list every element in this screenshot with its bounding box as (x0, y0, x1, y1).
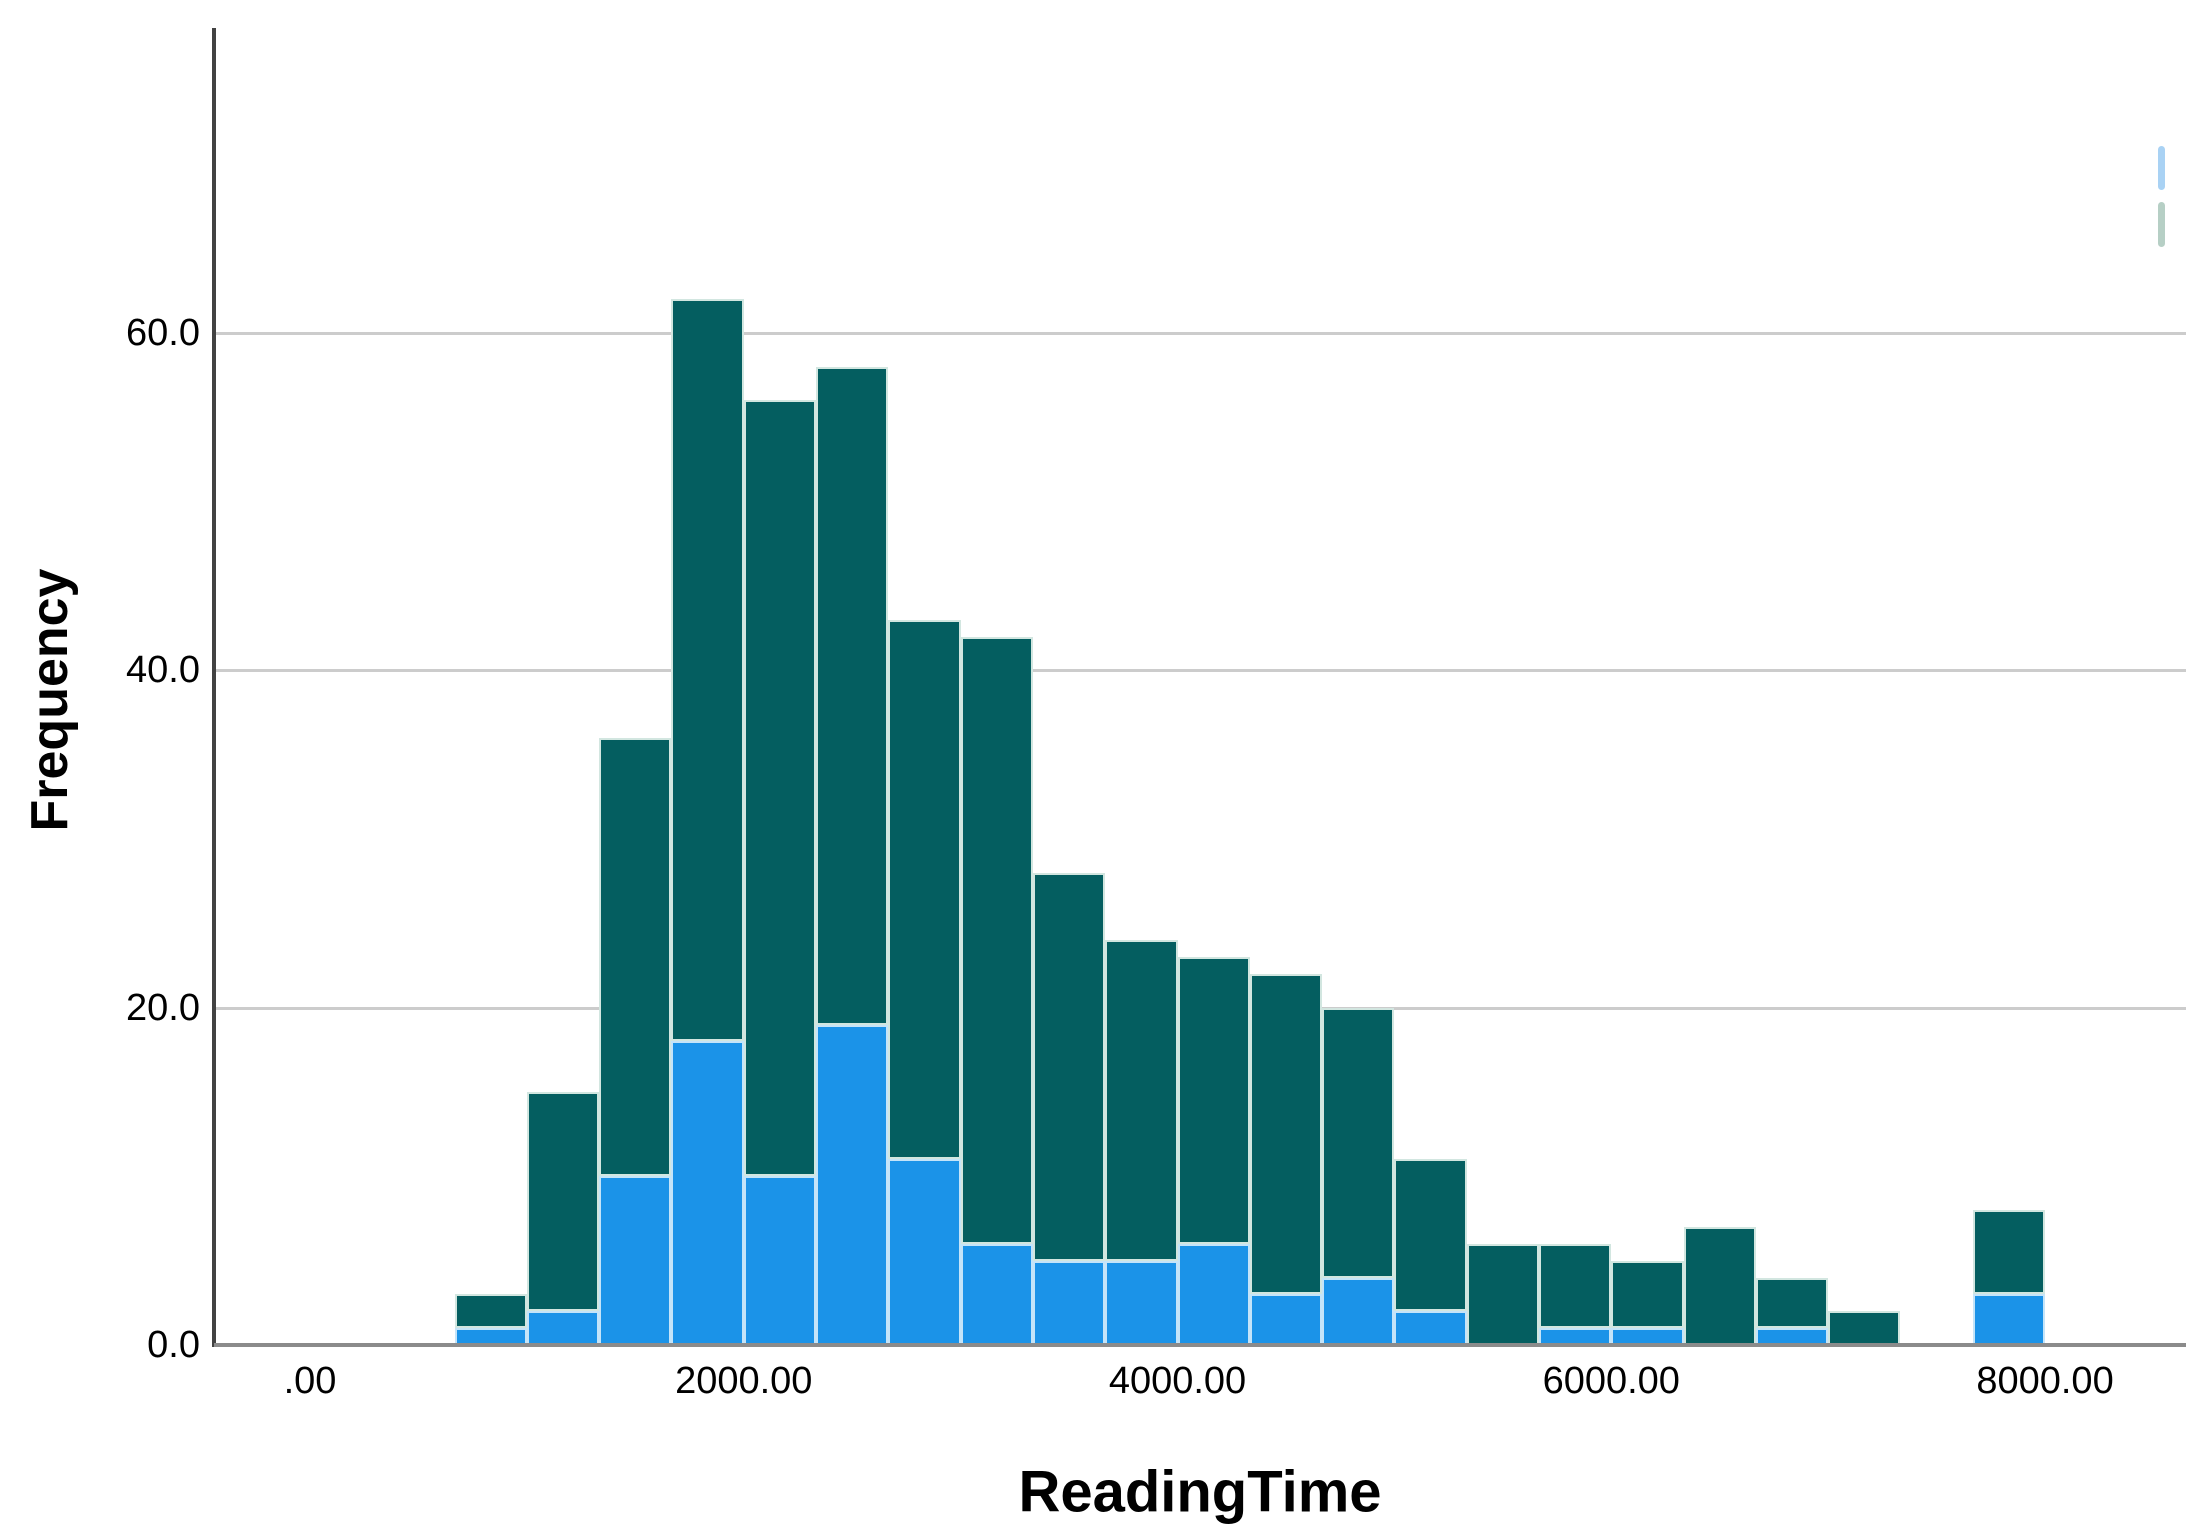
hist-bar-teal-segment (888, 619, 961, 1160)
hist-bar-teal-segment (526, 1091, 600, 1312)
y-axis-line (212, 28, 216, 1347)
hist-bar-teal-segment (1538, 1243, 1612, 1329)
hist-bar-blue-segment (1972, 1294, 2046, 1345)
x-tick-label: 8000.00 (1976, 1360, 2114, 1402)
y-tick-label: 20.0 (126, 986, 200, 1029)
hist-bar-blue-segment (1032, 1260, 1106, 1345)
hist-bar-teal-segment (1466, 1243, 1539, 1345)
hist-bar-blue-segment (671, 1041, 744, 1345)
hist-bar-blue-segment (1249, 1294, 1323, 1345)
hist-bar-teal-segment (1177, 957, 1250, 1244)
hist-bar-blue-segment (1177, 1243, 1250, 1345)
hist-bar-teal-segment (671, 299, 744, 1042)
hist-bar-teal-segment (1249, 973, 1323, 1295)
hist-bar-teal-segment (1611, 1260, 1684, 1329)
hist-bar-teal-segment (960, 636, 1033, 1244)
y-tick-label: 0.0 (147, 1324, 200, 1366)
hist-bar-blue-segment (599, 1176, 672, 1345)
x-tick-label: 4000.00 (1108, 1360, 1247, 1402)
hist-bar-blue-segment (1394, 1311, 1467, 1345)
hist-bar-blue-segment (1322, 1277, 1395, 1345)
hist-bar-teal-segment (599, 737, 672, 1177)
hist-bar-blue-segment (888, 1159, 961, 1345)
x-tick-label: .00 (283, 1360, 337, 1402)
y-axis-title: Frequency (21, 568, 79, 832)
hist-bar-teal-segment (1755, 1277, 1829, 1329)
gridline-y-60.0 (214, 331, 2186, 335)
hist-bar-teal-segment (743, 400, 817, 1177)
x-tick-label: 6000.00 (1542, 1360, 1680, 1402)
hist-bar-blue-segment (526, 1311, 600, 1345)
hist-bar-teal-segment (1032, 872, 1106, 1261)
hist-bar-teal-segment (1683, 1226, 1756, 1345)
hist-bar-blue-segment (743, 1176, 817, 1345)
hist-bar-blue-segment (1105, 1260, 1178, 1345)
x-tick-label: 2000.00 (675, 1360, 813, 1402)
hist-bar-teal-segment (1105, 940, 1178, 1261)
hist-bar-blue-segment (816, 1024, 889, 1345)
legend-fragment-blue (2158, 146, 2165, 190)
hist-bar-teal-segment (454, 1294, 527, 1329)
x-axis-line (214, 1343, 2186, 1347)
hist-bar-teal-segment (1972, 1210, 2046, 1295)
y-tick-label: 40.0 (126, 649, 200, 692)
hist-bar-teal-segment (1394, 1159, 1467, 1312)
x-axis-title: ReadingTime (1018, 1459, 1382, 1525)
hist-bar-teal-segment (1322, 1007, 1395, 1278)
hist-bar-teal-segment (816, 366, 889, 1025)
y-tick-label: 60.0 (126, 311, 200, 354)
gridline-y-40.0 (214, 669, 2186, 673)
legend-fragment-green (2158, 202, 2165, 247)
hist-bar-teal-segment (1828, 1311, 1901, 1345)
hist-bar-blue-segment (960, 1243, 1033, 1345)
